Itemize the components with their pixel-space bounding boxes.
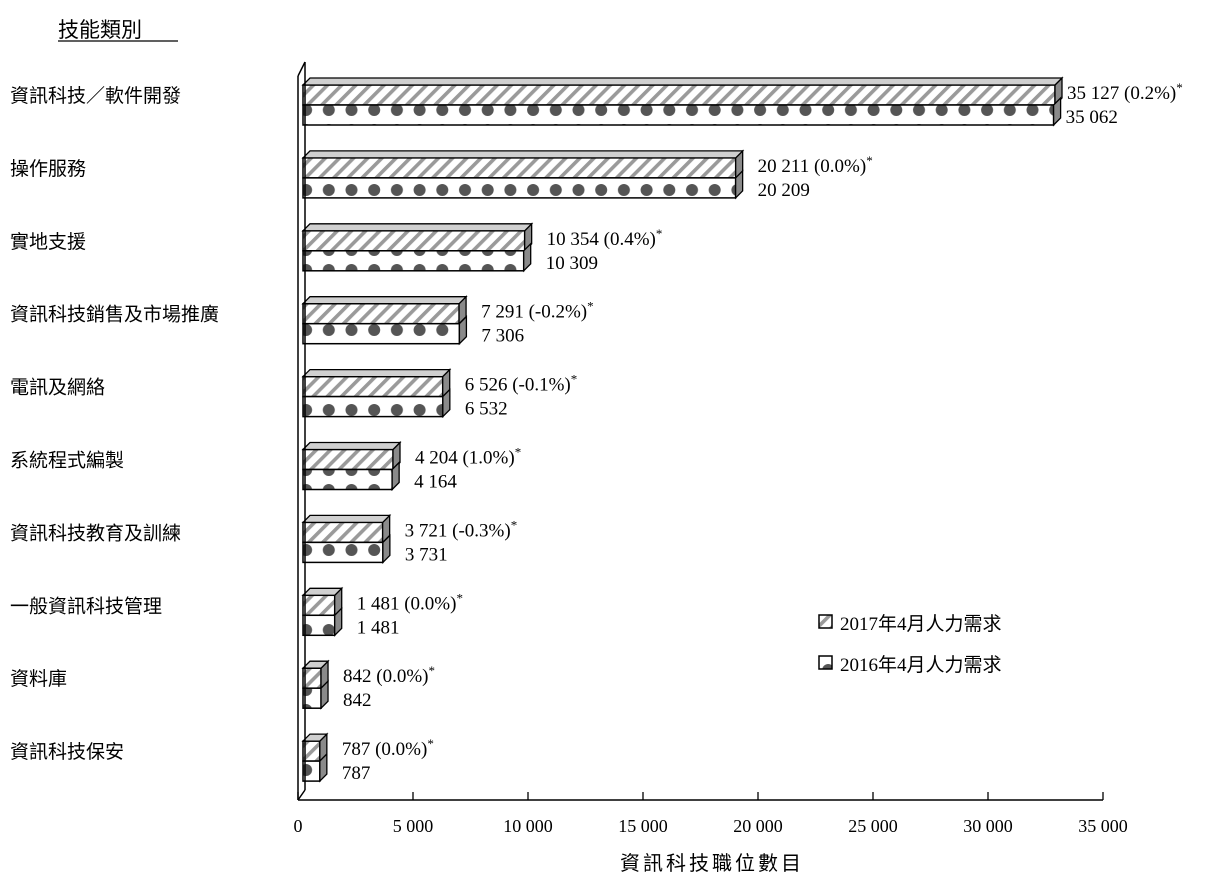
bar-side-face [523,242,532,273]
bar-2016 [302,614,336,637]
bar-2016 [302,395,444,418]
bar-side-face [734,169,744,200]
bar-2016 [302,541,384,564]
category-label: 資訊科技教育及訓練 [10,522,181,544]
category-label: 電訊及網絡 [10,377,105,399]
data-label-2016: 3 731 [405,544,448,565]
category-label: 資訊科技／軟件開發 [10,85,181,107]
bar-top-face [301,77,1064,86]
data-label-2016: 35 062 [1066,107,1118,128]
bar-side-face [391,460,400,492]
bar-side-face [319,752,328,783]
data-label-2016: 787 [342,763,371,784]
bar-2017 [302,302,460,325]
bar-top-face [301,733,329,742]
data-label-2017: 10 354 (0.4%)* [547,226,663,250]
x-tick-label: 10 000 [503,816,553,836]
bar-top-face [301,587,344,596]
data-label-2016: 20 209 [758,180,810,201]
bar-2016 [302,322,461,345]
y-axis-title: 技能類別 [58,18,142,42]
x-tick-label: 25 000 [848,816,898,836]
legend-label-2016: 2016年4月人力需求 [840,654,1002,676]
category-label: 資訊科技銷售及市場推廣 [10,304,219,326]
bar-2017 [302,230,526,252]
axes [297,61,1103,801]
x-tick-label: 30 000 [963,816,1013,836]
bar-value-labels: 35 127 (0.2%)* 35 062 20 211 (0.0%)* 20 209… [342,80,1183,784]
x-tick-label: 0 [294,816,303,836]
bar-side-face [1052,96,1062,127]
bar-2017 [302,157,737,179]
bar-top-face [301,150,745,159]
data-label-2017: 842 (0.0%)* [343,663,435,687]
category-label: 資料庫 [10,668,67,690]
x-tick-label: 5 000 [393,816,434,836]
bars-group [301,76,1064,783]
category-label: 資訊科技保安 [10,741,124,763]
category-label: 系統程式編製 [10,450,124,472]
bar-2016 [302,177,737,199]
x-tick-label: 20 000 [733,816,783,836]
bar-2017 [302,84,1056,106]
bar-2017 [302,521,384,544]
legend-swatch-2017 [818,614,833,629]
x-axis-ticks: 0 5 000 10 000 15 000 20 000 25 000 30 000 35 0… [294,792,1128,836]
bar-top-face [301,660,330,669]
data-label-2017: 6 526 (-0.1%)* [465,372,578,396]
category-label: 操作服務 [10,158,86,180]
x-axis-label: 資訊科技職位數目 [620,851,804,875]
data-label-2017: 787 (0.0%)* [342,736,434,760]
data-label-2016: 7 306 [481,326,524,347]
bar-top-face [301,223,534,232]
data-label-2016: 4 164 [414,472,457,493]
data-label-2017: 7 291 (-0.2%)* [481,299,594,323]
data-label-2017: 35 127 (0.2%)* [1067,80,1183,104]
data-label-2016: 6 532 [465,399,508,420]
bar-top-face [301,441,402,451]
legend-label-2017: 2017年4月人力需求 [840,613,1002,635]
category-label: 實地支援 [10,231,86,253]
bar-side-face [382,533,391,564]
bar-side-face [442,388,451,419]
bar-side-face [458,315,468,346]
data-label-2017: 4 204 (1.0%)* [415,445,521,469]
bar-top-face [301,368,452,378]
x-tick-label: 15 000 [618,816,668,836]
data-label-2016: 10 309 [546,253,598,274]
bar-2016 [302,104,1055,126]
bar-2017 [302,594,336,617]
data-label-2016: 842 [343,690,372,711]
y-axis-wall-bottom [297,789,306,801]
bar-2016 [302,468,393,491]
data-label-2017: 3 721 (-0.3%)* [405,517,518,541]
bar-top-face [301,514,392,524]
data-label-2016: 1 481 [357,617,400,638]
bar-2017 [302,375,444,398]
bar-side-face [320,679,329,710]
legend-swatch-2016 [818,655,833,670]
data-label-2017: 20 211 (0.0%)* [758,153,873,177]
legend: 2017年4月人力需求 2016年4月人力需求 [818,613,1002,676]
category-label: 一般資訊科技管理 [10,595,162,617]
category-labels: 資訊科技／軟件開發操作服務實地支援資訊科技銷售及市場推廣電訊及網絡系統程式編製資… [10,85,219,763]
bar-2016 [302,250,525,272]
x-tick-label: 35 000 [1078,816,1128,836]
y-axis-wall-top [297,61,306,77]
bar-side-face [334,606,343,637]
bar-2017 [302,448,394,471]
bar-top-face [301,296,468,305]
data-label-2017: 1 481 (0.0%)* [357,590,463,614]
